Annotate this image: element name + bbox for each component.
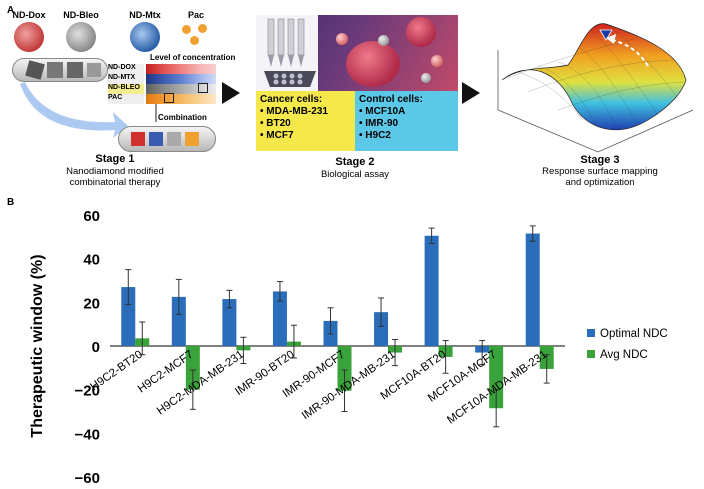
matrix-row-label: PAC — [108, 94, 144, 104]
y-tick-label: −20 — [75, 383, 100, 400]
combination-pointer-line — [155, 104, 157, 122]
nanodiamond-particle-icon — [336, 33, 348, 45]
avg-ndc-bar — [185, 346, 200, 390]
legend-label: Avg NDC — [600, 349, 648, 361]
concentration-matrix: ND-DOX ND-MTX ND-BLEO PAC — [108, 64, 218, 106]
nanodiamond-particle-icon — [378, 35, 389, 46]
pipette-icon — [264, 18, 316, 87]
nd-bleo-group: ND-Bleo — [56, 10, 106, 66]
flow-arrow-icon — [222, 82, 240, 104]
optimal-ndc-bar — [121, 287, 136, 346]
y-tick-label: 60 — [83, 208, 100, 225]
nanodiamond-particle-icon — [431, 55, 443, 67]
matrix-row-label: ND-BLEO — [108, 84, 144, 94]
stage2-subtitle: Biological assay — [320, 169, 390, 180]
concentration-title: Level of concentration — [150, 53, 236, 62]
pac-label: Pac — [187, 10, 204, 20]
stage2-title: Stage 2 — [335, 156, 375, 168]
cancer-cells-box: Cancer cells: • MDA-MB-231 • BT20 • MCF7 — [256, 91, 355, 151]
cancer-cells-header: Cancer cells: — [260, 94, 323, 105]
nd-dox-particle-icon — [14, 22, 44, 52]
nd-mtx-label: ND-Mtx — [129, 10, 161, 20]
legend-swatch — [587, 350, 595, 358]
nd-bleo-label: ND-Bleo — [63, 10, 99, 20]
stage3-title: Stage 3 — [580, 154, 620, 166]
drug-capsule-icon — [12, 58, 108, 82]
stage1-subtitle-line2: combinatorial therapy — [69, 177, 161, 188]
response-surface-plot — [497, 23, 694, 153]
cell-line-item: • BT20 — [260, 118, 291, 129]
avg-ndc-bar — [337, 346, 352, 391]
optimal-ndc-bar — [272, 291, 287, 346]
curved-arrow-icon — [20, 82, 128, 138]
legend-label: Optimal NDC — [600, 328, 668, 340]
optimal-ndc-bar — [374, 312, 389, 346]
flow-arrow-icon — [462, 82, 480, 104]
cancer-cell-icon — [346, 41, 400, 87]
legend-swatch — [587, 329, 595, 337]
y-tick-label: 0 — [92, 339, 100, 356]
pac-particle-icon — [182, 25, 191, 34]
pac-particle-icon — [190, 36, 199, 45]
pac-group: Pac — [176, 10, 216, 66]
optimal-ndc-bar — [424, 235, 439, 346]
nd-bleo-particle-icon — [66, 22, 96, 52]
chart-labels: H9C2-BT20H9C2-MCF7H9C2-MDA-MB-231IMR-90-… — [88, 349, 549, 427]
chart-legend: Optimal NDC Avg NDC — [587, 328, 668, 361]
nanodiamond-particle-icon — [421, 73, 431, 83]
pac-particle-icon — [198, 24, 207, 33]
y-tick-label: −40 — [75, 426, 100, 443]
optimal-ndc-bar — [222, 299, 237, 346]
biological-assay-image — [256, 15, 458, 91]
combination-label: Combination — [158, 113, 207, 122]
stage1-subtitle-line1: Nanodiamond modified — [66, 166, 164, 177]
cell-line-item: • MDA-MB-231 — [260, 106, 328, 117]
y-axis-label: Therapeutic window (%) — [29, 254, 46, 437]
cell-line-item: • IMR-90 — [359, 118, 399, 129]
panel-b-label: B — [7, 197, 15, 208]
optimal-ndc-bar — [525, 233, 540, 346]
panel-a-label: A — [7, 5, 15, 16]
avg-ndc-bar — [489, 346, 504, 409]
cell-line-item: • MCF10A — [359, 106, 406, 117]
combination-capsule-icon — [118, 126, 216, 152]
nd-mtx-particle-icon — [130, 22, 160, 52]
nd-dox-label: ND-Dox — [12, 10, 46, 20]
y-tick-label: 20 — [83, 295, 100, 312]
cell-line-item: • MCF7 — [260, 130, 294, 141]
control-cells-header: Control cells: — [359, 94, 423, 105]
stage3-subtitle-line2: and optimization — [565, 177, 635, 188]
nd-dox-group: ND-Dox — [6, 10, 52, 66]
cancer-cell-icon — [406, 17, 436, 47]
cell-line-item: • H9C2 — [359, 130, 391, 141]
y-tick-label: −60 — [75, 470, 100, 487]
therapeutic-window-chart: 60 40 20 0 −20 −40 −60 H9C2-BT20H9C2-MCF7H9C2-… — [29, 208, 668, 487]
nd-mtx-group: ND-Mtx — [120, 10, 170, 66]
control-cells-box: Control cells: • MCF10A • IMR-90 • H9C2 — [355, 91, 458, 151]
matrix-row-label: ND-MTX — [108, 74, 144, 84]
x-category-label: H9C2-MDA-MB-231 — [155, 349, 246, 418]
optimal-ndc-bar — [171, 296, 186, 346]
y-tick-label: 40 — [83, 252, 100, 269]
matrix-row-label: ND-DOX — [108, 64, 144, 74]
stage3-subtitle-line1: Response surface mapping — [542, 166, 658, 177]
chart-bars — [121, 225, 554, 428]
stage1-title: Stage 1 — [95, 153, 135, 165]
